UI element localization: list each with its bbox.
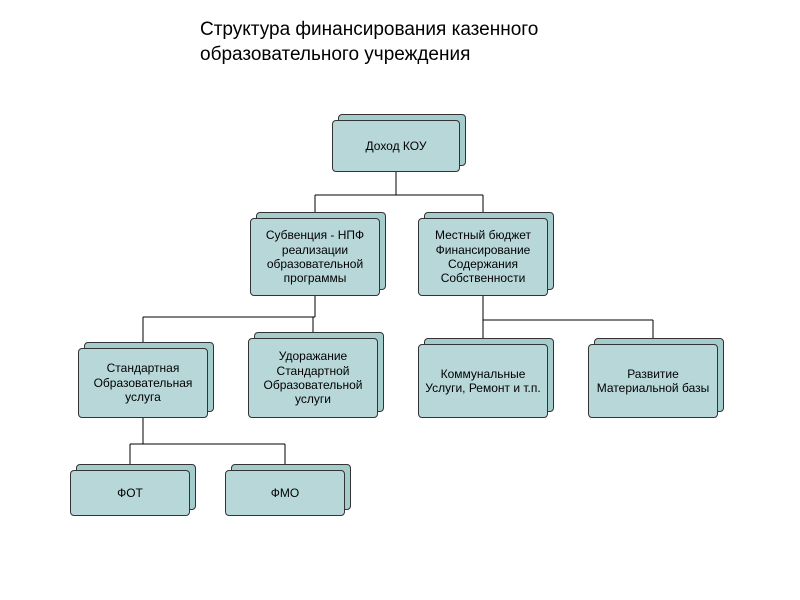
- node-root-box: Доход КОУ: [332, 120, 460, 172]
- node-l3-a: Стандартная Образовательная услуга: [78, 348, 214, 424]
- node-sub-r: Местный бюджет Финансирование Содержания…: [418, 218, 554, 302]
- title-line-2: образовательного учреждения: [200, 44, 470, 65]
- node-l3-c-box: Коммунальные Услуги, Ремонт и т.п.: [418, 344, 548, 418]
- node-l3-b-box: Удоражание Стандартной Образовательной у…: [248, 338, 378, 418]
- node-sub-r-box: Местный бюджет Финансирование Содержания…: [418, 218, 548, 296]
- node-l3-b: Удоражание Стандартной Образовательной у…: [248, 338, 384, 424]
- node-l3-a-box: Стандартная Образовательная услуга: [78, 348, 208, 418]
- node-sub-l: Субвенция - НПФ реализации образовательн…: [250, 218, 386, 302]
- node-root: Доход КОУ: [332, 120, 466, 178]
- diagram-title: Структура финансирования казенного образ…: [200, 18, 538, 67]
- node-l3-d: Развитие Материальной базы: [588, 344, 724, 424]
- node-l3-d-box: Развитие Материальной базы: [588, 344, 718, 418]
- node-l4-b: ФМО: [225, 470, 351, 522]
- node-l3-c: Коммунальные Услуги, Ремонт и т.п.: [418, 344, 554, 424]
- node-l4-a-box: ФОТ: [70, 470, 190, 516]
- node-l4-b-box: ФМО: [225, 470, 345, 516]
- node-sub-l-box: Субвенция - НПФ реализации образовательн…: [250, 218, 380, 296]
- title-line-1: Структура финансирования казенного: [200, 19, 538, 40]
- node-l4-a: ФОТ: [70, 470, 196, 522]
